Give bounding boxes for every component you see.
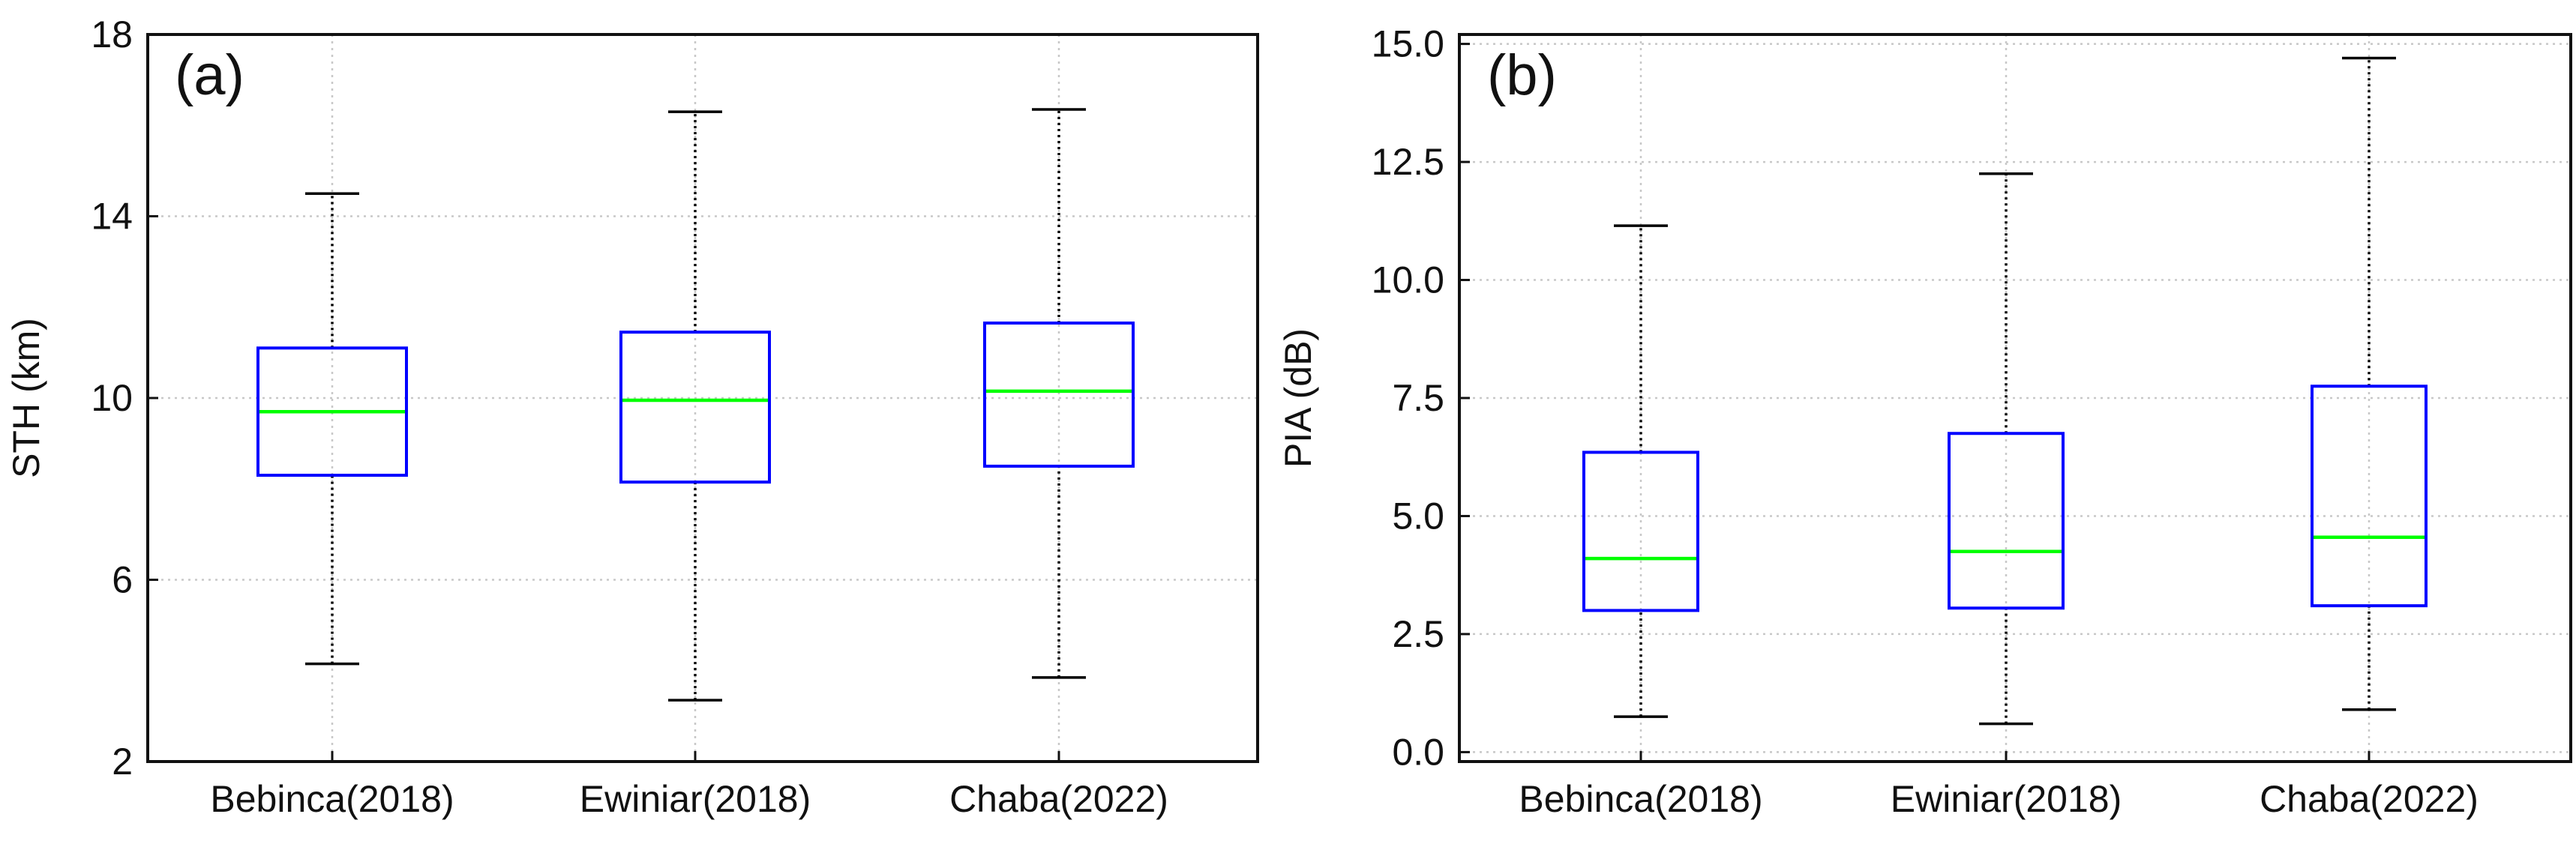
y-tick-label: 12.5	[1372, 141, 1444, 183]
y-axis-title: PIA (dB)	[1277, 328, 1319, 468]
panel-label: (a)	[175, 43, 244, 107]
x-category-label: Bebinca(2018)	[210, 778, 454, 820]
panel-b-pia: 0.0 2.5 5.0 7.5 10.0 12.5 15.0 Bebinca(2018) Ewi…	[1277, 23, 2572, 820]
y-tick-label: 10.0	[1372, 259, 1444, 301]
axes-frame	[146, 33, 1259, 763]
y-tick-label: 0.0	[1392, 731, 1444, 773]
panel-a-sth: 2 6 10 14 18 Bebinca(2018) Ewiniar(2018) Chaba(…	[5, 13, 1259, 820]
box-ewiniar-2018	[619, 331, 771, 484]
panel-label: (b)	[1487, 43, 1557, 107]
x-category-label: Ewiniar(2018)	[580, 778, 811, 820]
x-category-label: Bebinca(2018)	[1519, 778, 1762, 820]
y-tick-label: 7.5	[1392, 377, 1444, 419]
y-axis-title: STH (km)	[5, 318, 47, 478]
box-bebinca-2018	[256, 346, 408, 477]
x-category-label: Chaba(2022)	[949, 778, 1168, 820]
y-tick-label: 2	[112, 741, 133, 783]
box-ewiniar-2018	[1948, 432, 2065, 610]
y-tick-label: 10	[91, 377, 133, 419]
y-tick-label: 18	[91, 13, 133, 55]
x-category-label: Chaba(2022)	[2260, 778, 2479, 820]
y-tick-label: 2.5	[1392, 613, 1444, 655]
box-chaba-2022	[983, 321, 1135, 468]
x-category-label: Ewiniar(2018)	[1891, 778, 2122, 820]
box-bebinca-2018	[1582, 450, 1699, 612]
box-chaba-2022	[2311, 385, 2428, 608]
y-tick-label: 14	[91, 196, 133, 238]
y-tick-label: 15.0	[1372, 23, 1444, 65]
y-tick-label: 6	[112, 559, 133, 601]
axes-frame	[1458, 33, 2572, 763]
y-tick-label: 5.0	[1392, 495, 1444, 537]
